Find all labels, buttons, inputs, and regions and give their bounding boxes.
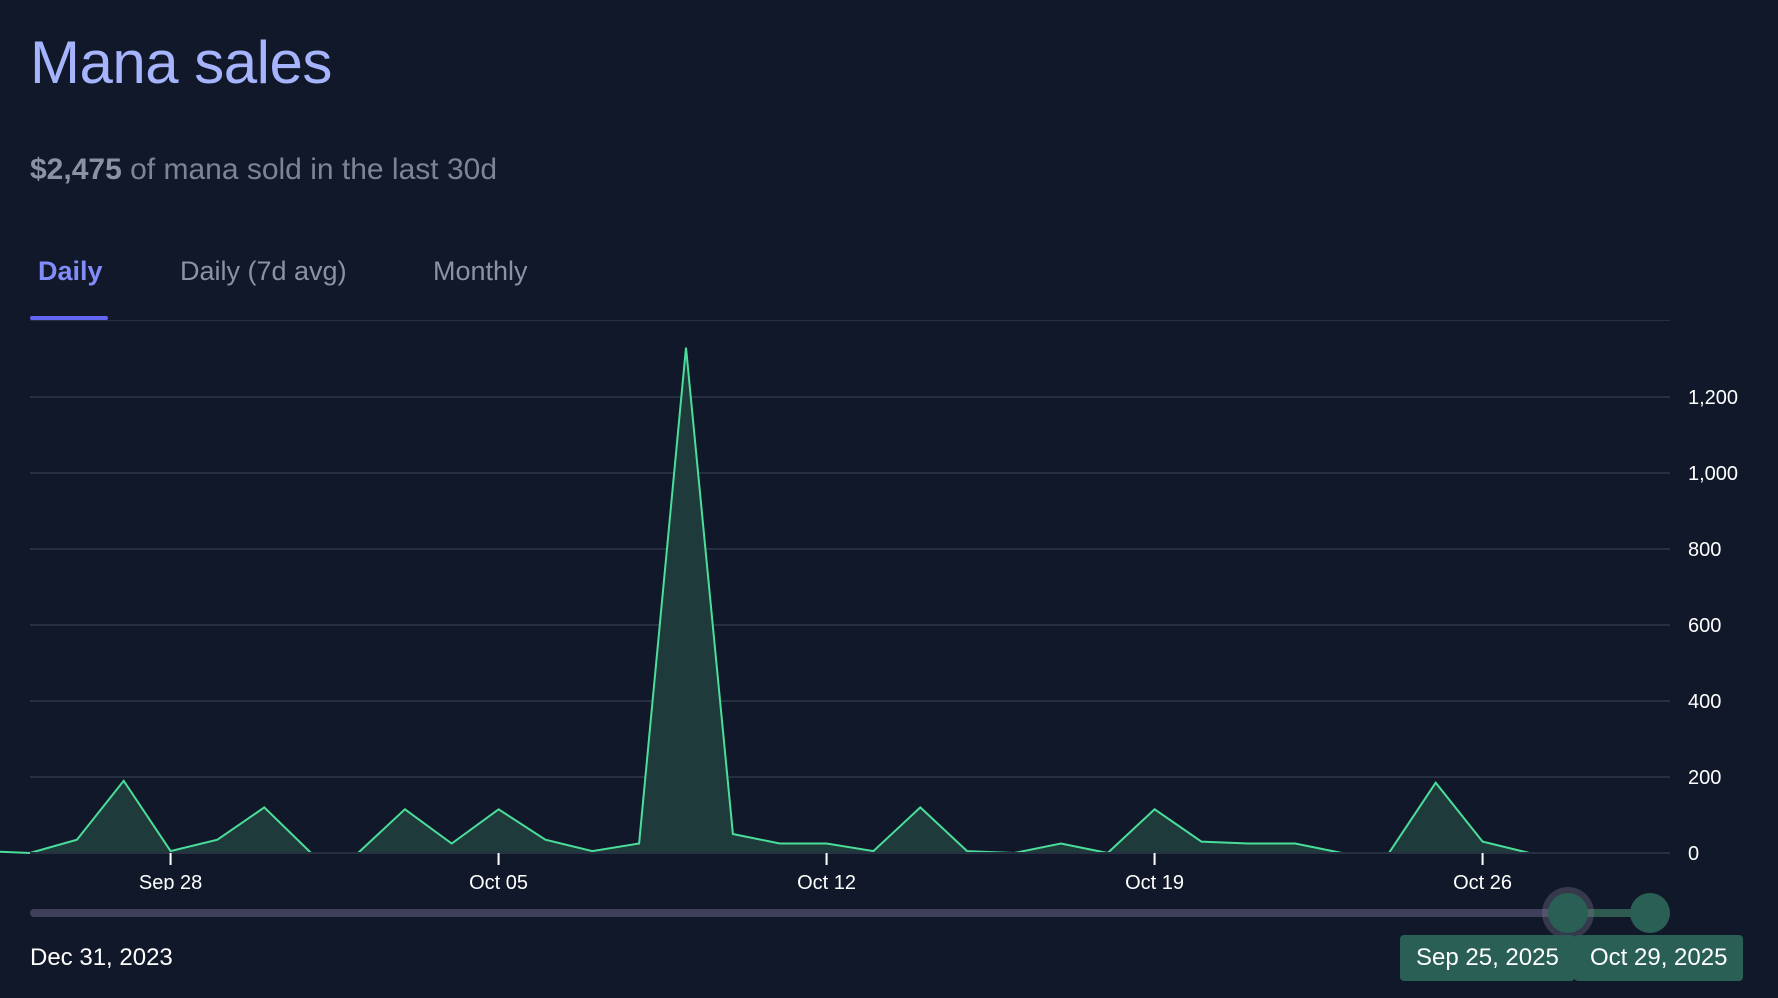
range-min-date: Dec 31, 2023 — [30, 944, 173, 971]
range-slider-track[interactable] — [30, 909, 1650, 917]
range-end-date: Oct 29, 2025 — [1574, 935, 1744, 981]
tab-daily[interactable]: Daily — [38, 256, 103, 286]
x-tick-label: Sep 28 — [139, 872, 202, 890]
chart-grid — [30, 396, 1670, 778]
page-title: Mana sales — [30, 29, 332, 96]
y-tick-label: 400 — [1688, 691, 1721, 713]
sales-summary-text: of mana sold in the last 30d — [121, 153, 497, 186]
y-tick-label: 200 — [1688, 767, 1721, 789]
y-tick-label: 800 — [1688, 539, 1721, 561]
x-tick-label: Oct 12 — [797, 872, 856, 890]
range-start-date: Sep 25, 2025 — [1400, 935, 1575, 981]
sales-amount: $2,475 — [30, 153, 122, 186]
tab-daily-7d-avg[interactable]: Daily (7d avg) — [180, 256, 347, 286]
tab-monthly[interactable]: Monthly — [433, 256, 528, 286]
y-axis: 0 200 400 600 800 1,000 1,200 — [1688, 387, 1738, 865]
range-start-handle[interactable] — [1548, 893, 1588, 933]
x-axis: Sep 28 Oct 05 Oct 12 Oct 19 Oct 26 — [30, 852, 1670, 890]
y-tick-label: 1,200 — [1688, 387, 1738, 409]
y-tick-label: 1,000 — [1688, 463, 1738, 485]
sales-summary: $2,475 of mana sold in the last 30d — [30, 153, 497, 187]
x-tick-label: Oct 05 — [469, 872, 528, 890]
y-tick-label: 0 — [1688, 843, 1699, 865]
x-tick-label: Oct 26 — [1453, 872, 1512, 890]
x-tick-label: Oct 19 — [1125, 872, 1184, 890]
range-end-handle[interactable] — [1630, 893, 1670, 933]
y-tick-label: 600 — [1688, 615, 1721, 637]
period-tabs: Daily Daily (7d avg) Monthly — [30, 248, 1670, 321]
active-tab-indicator — [30, 316, 108, 320]
sales-chart: Sep 28 Oct 05 Oct 12 Oct 19 Oct 26 0 200 400 60… — [0, 347, 1738, 890]
range-slider-selection — [1568, 909, 1650, 917]
